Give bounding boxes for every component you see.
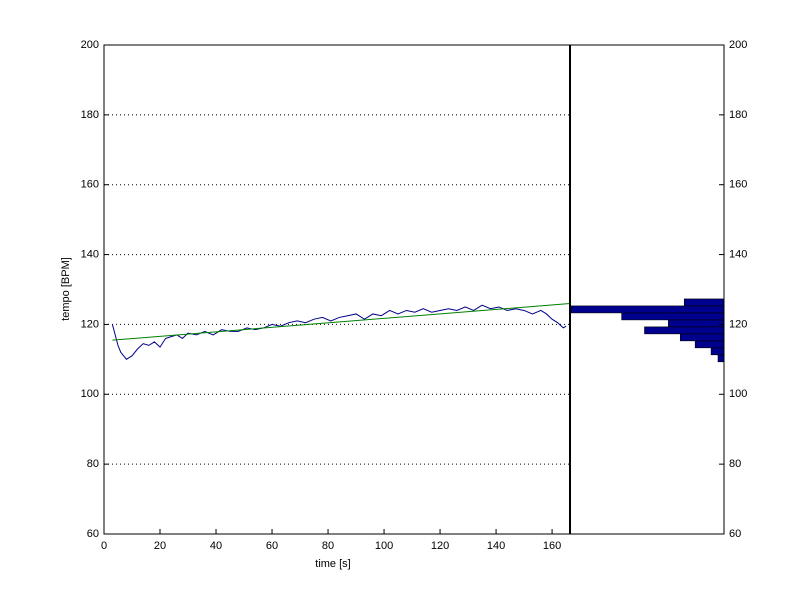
x-tick-label: 60 — [266, 540, 278, 552]
y-tick-label: 140 — [729, 248, 747, 260]
y-tick-label: 80 — [729, 458, 741, 470]
x-tick-label: 40 — [210, 540, 222, 552]
histogram-bar — [717, 354, 725, 363]
y-axis-label: tempo [BPM] — [60, 257, 72, 321]
y-tick-label: 80 — [87, 458, 99, 470]
y-tick-label: 180 — [729, 109, 747, 121]
x-axis-label: time [s] — [315, 558, 350, 570]
y-tick-label: 160 — [729, 179, 747, 191]
histogram-bar — [679, 333, 725, 342]
x-tick-label: 100 — [375, 540, 393, 552]
x-tick-label: 160 — [543, 540, 561, 552]
y-tick-label: 120 — [81, 318, 99, 330]
histogram-bar — [683, 298, 725, 307]
y-tick-label: 100 — [729, 388, 747, 400]
x-tick-label: 20 — [154, 540, 166, 552]
y-tick-label: 60 — [729, 528, 741, 540]
y-tick-label: 160 — [81, 179, 99, 191]
y-tick-label: 200 — [81, 39, 99, 51]
histogram-bar — [668, 319, 725, 328]
plot-frame — [569, 44, 725, 535]
y-tick-label: 200 — [729, 39, 747, 51]
y-tick-label: 60 — [87, 528, 99, 540]
histogram-bar — [694, 340, 725, 349]
x-tick-label: 80 — [322, 540, 334, 552]
histogram-bar — [570, 305, 725, 314]
x-tick-label: 0 — [101, 540, 107, 552]
histogram-bar — [644, 326, 725, 335]
y-tick-label: 180 — [81, 109, 99, 121]
x-tick-label: 120 — [431, 540, 449, 552]
plot-frame — [103, 44, 571, 535]
histogram-bar — [621, 312, 725, 321]
data-line — [112, 302, 571, 341]
histogram-bar — [710, 347, 725, 356]
y-tick-label: 100 — [81, 388, 99, 400]
x-tick-label: 140 — [487, 540, 505, 552]
y-tick-label: 120 — [729, 318, 747, 330]
data-line — [111, 304, 567, 361]
y-tick-label: 140 — [81, 248, 99, 260]
